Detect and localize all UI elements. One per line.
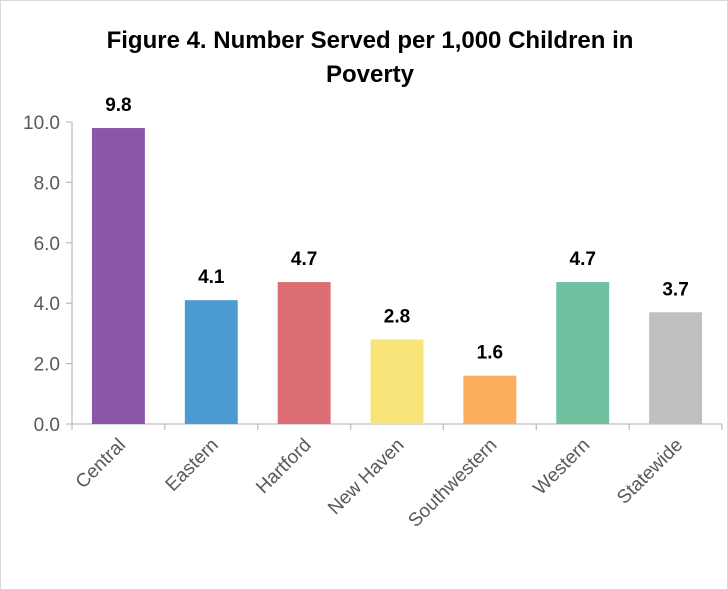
y-tick-label: 10.0	[23, 113, 60, 134]
data-label: 4.7	[570, 249, 596, 270]
y-tick-label: 8.0	[34, 173, 60, 194]
y-tick-label: 0.0	[34, 415, 60, 436]
bars	[91, 128, 703, 425]
data-label: 4.7	[291, 249, 317, 270]
x-tick-label: Central	[72, 435, 130, 493]
bar-statewide	[649, 312, 703, 424]
y-tick-label: 6.0	[34, 234, 60, 255]
bar-eastern	[184, 300, 238, 424]
data-label: 4.1	[198, 267, 225, 288]
bar-central	[91, 128, 145, 425]
data-label: 1.6	[477, 343, 503, 364]
data-label: 3.7	[662, 279, 688, 300]
x-tick-label: Statewide	[613, 435, 687, 509]
data-label: 9.8	[105, 95, 131, 116]
bar-western	[556, 282, 610, 424]
y-tick-label: 2.0	[34, 355, 60, 376]
category-labels: Central Eastern Hartford New HavenSouthwest…	[72, 435, 687, 532]
x-tick-label: Hartford	[252, 435, 315, 498]
bar-new-haven	[370, 339, 424, 424]
x-tick-label: New Haven	[324, 435, 408, 519]
x-tick-label: Western	[530, 435, 595, 500]
data-labels: 9.8 4.1 4.7 2.8 1.6 4.7 3.7	[105, 95, 689, 364]
x-tick-label: Eastern	[162, 435, 223, 496]
chart-title: Figure 4. Number Served per 1,000 Childr…	[106, 27, 634, 88]
y-tick-label: 4.0	[34, 294, 60, 315]
bar-hartford	[277, 282, 331, 424]
x-axis	[71, 423, 723, 430]
x-tick-label: Southwestern	[404, 435, 501, 532]
bar-southwestern	[463, 375, 517, 424]
data-label: 2.8	[384, 306, 410, 327]
y-axis: 0.0 2.0 4.0 6.0 8.0 10.0	[23, 113, 73, 436]
